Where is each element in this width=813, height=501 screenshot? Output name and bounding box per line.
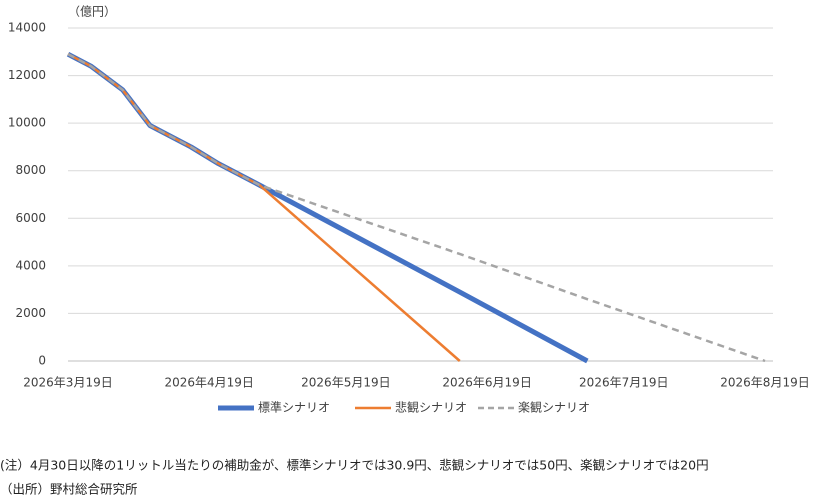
series-line — [67, 53, 766, 363]
legend-label: 悲観シナリオ — [395, 400, 467, 415]
x-tick-label: 2026年4月19日 — [164, 376, 253, 390]
x-tick-label: 2026年8月19日 — [720, 376, 809, 390]
y-tick-label: 0 — [38, 354, 46, 368]
source: （出所）野村総合研究所 — [0, 482, 138, 497]
y-tick-label: 12000 — [8, 68, 46, 82]
x-tick-label: 2026年3月19日 — [23, 376, 112, 390]
y-tick-label: 4000 — [15, 258, 46, 272]
x-tick-label: 2026年6月19日 — [442, 376, 531, 390]
legend-label: 楽観シナリオ — [518, 401, 590, 415]
y-tick-label: 6000 — [15, 211, 46, 225]
x-tick-label: 2026年5月19日 — [301, 376, 390, 390]
series-line — [67, 53, 461, 362]
y-tick-label: 2000 — [15, 306, 46, 320]
footnote: (注）4月30日以降の1リットル当たりの補助金が、標準シナリオでは30.9円、悲… — [0, 458, 709, 473]
legend-label: 標準シナリオ — [258, 400, 330, 415]
y-tick-label: 14000 — [8, 21, 46, 35]
y-tick-label: 8000 — [15, 163, 46, 177]
y-tick-label: 10000 — [8, 116, 46, 130]
y-axis-unit: （億円） — [68, 5, 116, 19]
x-tick-label: 2026年7月19日 — [579, 376, 668, 390]
